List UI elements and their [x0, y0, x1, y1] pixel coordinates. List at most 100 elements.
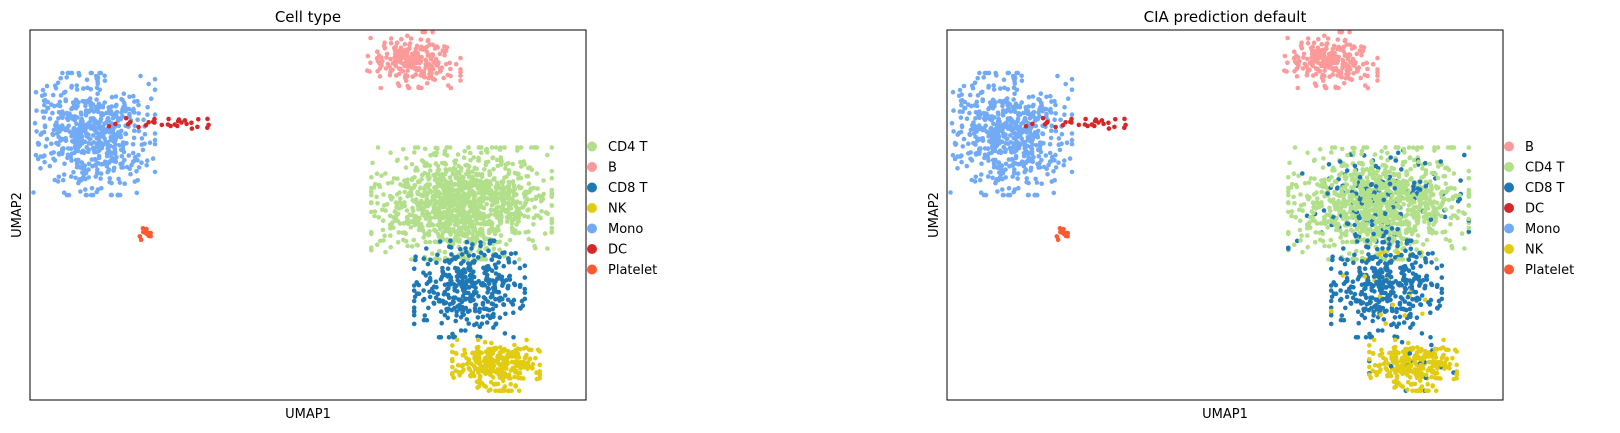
point-cd8-t	[1344, 168, 1350, 173]
point-cd4-t	[1320, 231, 1325, 236]
point-mono	[152, 141, 158, 147]
point-mono	[1039, 100, 1044, 106]
point-mono	[69, 114, 75, 119]
point-mono	[92, 157, 98, 162]
point-mono	[132, 128, 137, 133]
point-cd8-t	[1462, 152, 1467, 158]
point-mono	[117, 180, 123, 185]
point-mono	[983, 70, 988, 76]
point-cd4-t	[1441, 174, 1446, 179]
point-cd4-t	[506, 168, 512, 173]
point-mono	[961, 83, 967, 89]
point-cd4-t	[507, 196, 513, 201]
scatter-points	[31, 29, 555, 394]
point-b	[1341, 81, 1347, 86]
point-b	[1351, 71, 1356, 76]
point-mono	[1000, 192, 1006, 198]
point-b	[1285, 60, 1290, 65]
point-cd4-t	[370, 160, 375, 166]
point-cd8-t	[412, 294, 418, 300]
point-mono	[1018, 127, 1024, 132]
point-mono	[120, 140, 126, 145]
point-mono	[1044, 166, 1049, 171]
point-cd4-t	[520, 205, 525, 210]
point-mono	[55, 179, 61, 184]
point-cd8-t	[453, 318, 459, 324]
point-b	[1304, 72, 1310, 78]
point-cd4-t	[476, 145, 482, 150]
point-cd4-t	[411, 237, 417, 243]
point-mono	[80, 98, 85, 104]
point-mono	[117, 143, 122, 148]
point-b	[1324, 42, 1329, 48]
point-cd8-t	[421, 288, 426, 293]
point-cd4-t	[1343, 173, 1348, 178]
point-cd4-t	[517, 257, 522, 262]
point-cd8-t	[492, 286, 498, 291]
point-cd8-t	[1328, 298, 1334, 304]
point-b	[377, 74, 383, 79]
point-mono	[121, 91, 127, 96]
point-cd8-t	[1325, 191, 1330, 196]
point-mono	[981, 75, 986, 80]
point-mono	[69, 85, 74, 90]
point-cd8-t	[446, 335, 452, 340]
point-mono	[77, 126, 82, 131]
point-cd8-t	[427, 271, 433, 276]
point-cd8-t	[503, 278, 509, 283]
point-b	[1308, 45, 1314, 51]
point-cd4-t	[1428, 193, 1433, 198]
point-cd8-t	[1419, 293, 1425, 298]
point-cd4-t	[467, 187, 472, 192]
point-cd4-t	[403, 231, 409, 236]
point-mono	[96, 153, 102, 159]
point-cd8-t	[491, 325, 496, 330]
point-mono	[106, 167, 112, 172]
point-mono	[114, 114, 119, 119]
point-mono	[1028, 131, 1033, 137]
point-mono	[101, 127, 107, 132]
point-mono	[152, 87, 158, 92]
point-cd8-t	[438, 309, 444, 315]
point-cd4-t	[1419, 145, 1424, 150]
point-cd4-t	[498, 209, 504, 215]
point-cd8-t	[411, 298, 417, 304]
point-mono	[1069, 76, 1075, 82]
point-cd8-t	[425, 261, 431, 267]
point-dc	[1122, 116, 1127, 122]
point-cd4-t	[426, 173, 431, 178]
point-cd4-t	[536, 213, 541, 219]
point-platelet	[141, 229, 146, 235]
point-cd4-t	[1286, 175, 1291, 180]
point-cd4-t	[1289, 209, 1295, 214]
point-mono	[85, 108, 91, 114]
point-b	[384, 51, 390, 57]
point-cd8-t	[1286, 246, 1291, 251]
point-cd4-t	[479, 195, 484, 201]
point-cd4-t	[464, 197, 470, 203]
point-b	[1315, 66, 1320, 72]
point-cd4-t	[442, 151, 447, 157]
point-cd4-t	[1415, 145, 1420, 150]
point-b	[1354, 66, 1360, 71]
point-cd4-t	[428, 153, 433, 158]
point-cd4-t	[542, 231, 548, 236]
point-cd4-t	[511, 193, 516, 198]
point-nk	[459, 363, 464, 369]
point-b	[1375, 55, 1380, 61]
point-b	[1293, 60, 1299, 66]
point-cd4-t	[1292, 145, 1298, 150]
point-cd4-t	[1423, 179, 1428, 185]
point-cd4-t	[487, 196, 493, 202]
point-cd8-t	[443, 300, 449, 306]
point-cd4-t	[545, 152, 550, 158]
point-cd4-t	[472, 193, 478, 199]
point-mono	[1007, 145, 1013, 151]
point-mono	[1002, 108, 1008, 114]
point-mono	[91, 133, 96, 138]
point-nk	[499, 349, 505, 354]
point-b	[1282, 68, 1287, 73]
point-mono	[64, 75, 69, 80]
point-cd4-t	[1419, 175, 1424, 180]
point-mono	[127, 94, 132, 100]
